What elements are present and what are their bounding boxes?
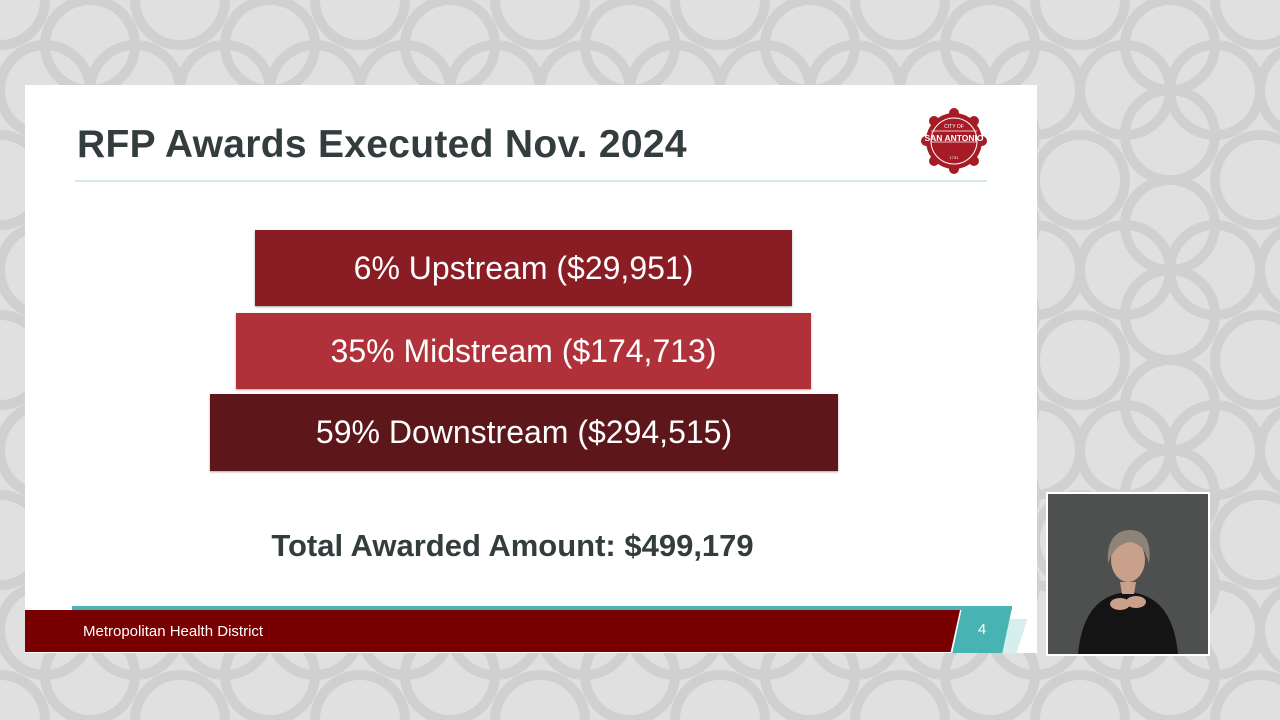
seal-name-text: SAN ANTONIO [924,133,984,143]
tier-upstream: 6% Upstream ($29,951) [255,230,792,306]
footer-bar [25,610,960,652]
seal-top-text: CITY OF [944,124,964,130]
footer-org-name: Metropolitan Health District [83,623,264,640]
tier-downstream: 59% Downstream ($294,515) [210,394,838,471]
tier-midstream: 35% Midstream ($174,713) [236,313,811,389]
seal-badge-icon [921,108,987,174]
page-number: 4 [977,621,987,638]
title-underline [75,180,987,182]
seal-year-text: 1731 [949,155,959,160]
footer-accent-line [72,606,1012,610]
total-awarded-amount: Total Awarded Amount: $499,179 [271,528,754,563]
city-seal-logo: CITY OF SAN ANTONIO 1731 [920,107,988,175]
slide-title: RFP Awards Executed Nov. 2024 [77,123,687,166]
presentation-slide: RFP Awards Executed Nov. 2024 CITY OF SA… [25,85,1037,653]
sign-language-interpreter-icon [1048,494,1208,654]
interpreter-video-inset [1046,492,1210,656]
